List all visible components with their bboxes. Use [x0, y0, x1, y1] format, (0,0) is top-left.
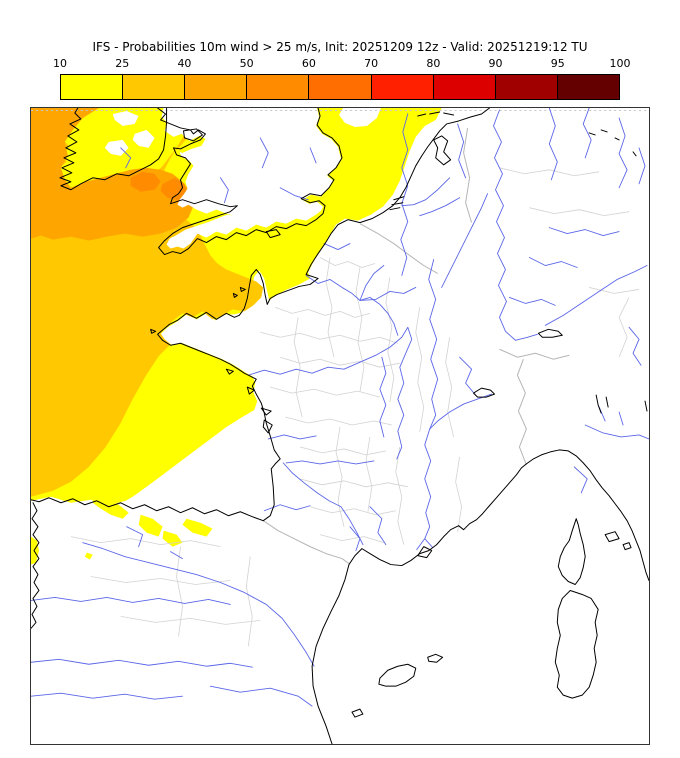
prob-patch-spain-2	[138, 514, 163, 537]
colorbar-segment-40-50	[184, 75, 247, 99]
italian-lakes	[595, 394, 648, 414]
colorbar-tick-10: 10	[53, 57, 67, 70]
colorbar-segment-25-40	[122, 75, 185, 99]
fr-it-border	[516, 359, 527, 466]
coastline-layer	[31, 108, 649, 744]
coast-mediterranean	[311, 449, 649, 744]
probability-map: from grib files provided by ECMWF ©2025 …	[30, 107, 650, 745]
colorbar-tick-labels: 10 25 40 50 60 70 80 90 95 100	[0, 57, 680, 71]
colorbar-tick-40: 40	[177, 57, 192, 70]
coast-wadden-islands	[417, 111, 455, 117]
prob-region-40-50	[31, 108, 195, 241]
coast-sardinia	[554, 589, 599, 699]
colorbar-segment-90-95	[494, 75, 557, 99]
coast-rhone-delta	[417, 546, 433, 559]
lake-geneva	[473, 387, 495, 398]
prob-blob-50-60-b	[160, 177, 188, 201]
colorbar	[60, 74, 620, 100]
colorbar-segment-60-70	[308, 75, 371, 99]
coast-great-britain	[157, 108, 343, 256]
coast-isle-of-wight	[265, 229, 281, 239]
page-title: IFS - Probabilities 10m wind > 25 m/s, I…	[92, 40, 588, 54]
colorbar-segment-10-25	[61, 75, 123, 99]
swiss-border	[499, 348, 570, 360]
pyrenees-border	[262, 520, 350, 564]
gb-land-white	[161, 108, 341, 249]
coast-mallorca	[378, 663, 417, 687]
coast-ouessant	[150, 328, 157, 334]
coast-channel-islands	[232, 286, 246, 298]
colorbar-tick-25: 25	[115, 57, 130, 70]
coast-anglesey	[183, 128, 203, 142]
prob-patch-spain-4	[182, 518, 213, 537]
prob-patch-spain-5	[84, 552, 93, 560]
coast-continent	[31, 108, 491, 522]
coast-galicia	[31, 502, 40, 629]
nl-de-border	[463, 127, 473, 223]
coast-ijsselmeer	[433, 135, 452, 166]
coast-ibiza	[351, 708, 364, 718]
probability-fill-layer	[31, 108, 442, 565]
colorbar-segment-50-60	[246, 75, 309, 99]
coast-corsica	[557, 518, 586, 585]
colorbar-tick-70: 70	[364, 57, 379, 70]
colorbar-tick-90: 90	[488, 57, 503, 70]
belgium-border	[359, 223, 438, 274]
low-prob-hole-ireland-2	[132, 129, 155, 148]
colorbar-segment-70-80	[370, 75, 433, 99]
low-prob-hole-ireland-1	[112, 110, 139, 126]
prob-patch-galicia	[31, 536, 39, 565]
colorbar-segment-80-90	[432, 75, 495, 99]
prob-blob-50-60-a	[130, 171, 161, 192]
german-lakes	[588, 129, 637, 157]
map-canvas	[31, 108, 649, 744]
admin-border-layer	[70, 127, 640, 647]
low-prob-hole-ireland-3	[104, 139, 129, 156]
lake-constance	[537, 328, 563, 338]
coast-menorca	[427, 653, 444, 663]
colorbar-tick-50: 50	[239, 57, 254, 70]
colorbar-tick-95: 95	[550, 57, 565, 70]
colorbar-tick-100: 100	[609, 57, 631, 70]
colorbar-tick-60: 60	[301, 57, 316, 70]
coast-re-oleron	[260, 407, 273, 434]
coast-ireland	[59, 108, 168, 191]
colorbar-tick-80: 80	[426, 57, 441, 70]
coast-dutch-delta	[389, 196, 405, 211]
river-layer	[31, 108, 649, 707]
colorbar-segment-95-100	[556, 75, 619, 99]
coast-elba	[604, 531, 632, 551]
coast-belle-ile	[225, 368, 255, 395]
